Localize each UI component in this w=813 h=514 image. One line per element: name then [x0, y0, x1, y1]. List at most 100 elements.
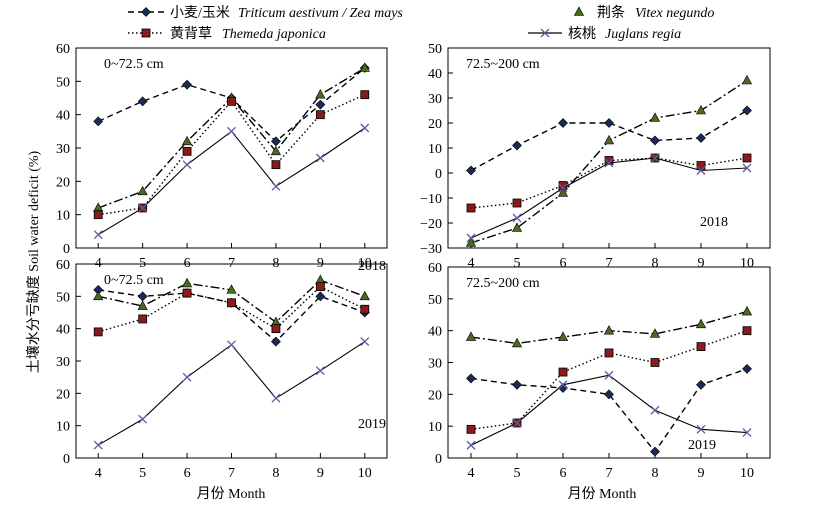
series-juglans-point-1 — [512, 418, 522, 428]
panel-2019-0-72-5cm: 0 10 20 30 40 50 60 4 5 6 7 8 9 10 0~72.5 cm 2019 — [56, 258, 388, 481]
x-tick-label: 5 — [514, 466, 521, 481]
series-wheat-maize-point-5 — [315, 99, 326, 110]
series-vitex-point-1 — [511, 337, 523, 348]
series-themeda-point-4 — [271, 160, 281, 170]
series-juglans-point-6 — [742, 163, 752, 173]
series-vitex-point-2 — [181, 277, 193, 288]
series-vitex-point-3 — [603, 134, 615, 145]
series-themeda-point-5 — [315, 110, 325, 120]
series-vitex-point-1 — [137, 300, 148, 310]
legend-item-themeda: 黄背草 Themeda japonica — [128, 25, 326, 42]
series-themeda-point-1 — [512, 198, 522, 208]
series-vitex-point-6 — [359, 62, 370, 72]
x-tick-label: 5 — [139, 466, 146, 481]
y-tick-label: 30 — [56, 142, 70, 157]
legend-label-latin-wheat-maize: Triticum aestivum / Zea mays — [238, 6, 403, 21]
series-vitex-point-5 — [695, 318, 707, 329]
series-juglans-point-3 — [227, 126, 236, 136]
x-tick-label: 8 — [652, 466, 659, 481]
series-themeda-point-2 — [558, 367, 568, 377]
series-juglans-point-1 — [138, 414, 148, 424]
panel-2019-72-5-200cm: 0 10 20 30 40 50 60 4 5 6 7 8 9 10 72.5~200 cm 2019 — [428, 261, 771, 481]
series-themeda-point-5 — [315, 282, 325, 292]
series-wheat-maize-point-5 — [696, 379, 706, 390]
series-juglans-point-6 — [360, 337, 370, 347]
legend-item-vitex: 荆条 Vitex negundo — [573, 4, 714, 21]
y-tick-label: 0 — [435, 452, 442, 467]
legend-marker-juglans-point-0 — [540, 28, 550, 38]
series-juglans-point-0 — [466, 233, 476, 243]
series-wheat-maize-point-6 — [742, 363, 752, 374]
series-wheat-maize-point-2 — [558, 383, 568, 393]
legend: 小麦/玉米 Triticum aestivum / Zea mays 荆条 Vi… — [128, 4, 714, 42]
x-tick-label: 4 — [95, 466, 102, 481]
series-juglans-point-5 — [315, 366, 325, 376]
series-wheat-maize-point-0 — [466, 165, 476, 176]
plot-frame — [447, 266, 771, 459]
series-juglans-point-4 — [650, 405, 660, 415]
series-line-themeda — [470, 157, 748, 209]
panel-2018-72-5-200cm: −30 −20 −10 0 10 20 30 40 50 4 5 6 7 8 9 10 72.5~200 cm 2… — [420, 42, 771, 271]
series-juglans-point-5 — [696, 424, 706, 434]
series-juglans-point-2 — [182, 160, 192, 170]
y-tick-label: 60 — [56, 258, 70, 273]
y-tick-label: 40 — [428, 325, 442, 340]
depth-label: 0~72.5 cm — [104, 273, 164, 288]
year-label: 2018 — [358, 259, 386, 274]
series-vitex-point-6 — [741, 305, 753, 316]
series-wheat-maize-point-1 — [512, 140, 522, 151]
series-vitex-point-0 — [93, 290, 104, 301]
series-wheat-maize-point-4 — [650, 446, 660, 457]
y-tick-label: 20 — [428, 117, 442, 132]
series-themeda-point-6 — [360, 90, 370, 100]
y-tick-label: 30 — [56, 355, 70, 370]
series-themeda-point-6 — [742, 153, 752, 163]
series-themeda-point-3 — [227, 298, 236, 308]
y-tick-label: −20 — [420, 217, 442, 232]
series-juglans-point-1 — [512, 213, 522, 223]
y-tick-label: 50 — [428, 42, 442, 57]
legend-label-latin-themeda: Themeda japonica — [222, 27, 326, 42]
series-wheat-maize-point-5 — [315, 291, 326, 302]
series-wheat-maize-point-5 — [696, 133, 706, 143]
x-tick-label: 6 — [184, 466, 191, 481]
series-vitex-point-6 — [359, 290, 370, 301]
series-vitex-point-1 — [137, 185, 148, 196]
depth-label: 72.5~200 cm — [466, 57, 540, 72]
legend-label-cn-vitex: 荆条 — [597, 4, 625, 21]
series-themeda-point-6 — [360, 304, 370, 314]
series-vitex-point-2 — [557, 187, 569, 197]
x-tick-label: 5 — [514, 256, 521, 271]
series-vitex-point-1 — [511, 222, 523, 232]
y-tick-label: 40 — [56, 109, 70, 124]
series-themeda-point-0 — [466, 203, 476, 213]
series-vitex-point-4 — [270, 145, 282, 156]
series-wheat-maize-point-0 — [93, 116, 104, 127]
legend-item-juglans: 核桃 Juglans regia — [528, 26, 681, 42]
legend-label-cn-juglans: 核桃 — [568, 26, 596, 42]
x-tick-label: 7 — [606, 466, 613, 481]
series-line-vitex — [97, 67, 366, 209]
series-line-juglans — [97, 127, 366, 236]
series-wheat-maize-point-1 — [512, 379, 522, 390]
series-juglans-point-5 — [696, 166, 706, 175]
y-tick-label: −10 — [420, 192, 442, 207]
series-juglans-point-4 — [650, 153, 660, 163]
series-themeda-point-3 — [227, 96, 236, 106]
y-tick-label: 10 — [428, 142, 442, 157]
y-tick-label: 20 — [428, 388, 442, 403]
year-label: 2019 — [358, 417, 386, 432]
x-tick-label: 4 — [468, 256, 475, 271]
series-juglans-point-6 — [742, 428, 752, 437]
depth-label: 0~72.5 cm — [104, 57, 164, 72]
series-juglans-point-0 — [93, 440, 103, 450]
legend-label-latin-vitex: Vitex negundo — [635, 6, 714, 21]
series-themeda-point-5 — [696, 342, 706, 351]
series-vitex-point-5 — [315, 89, 326, 99]
plot-frame — [75, 47, 388, 249]
series-vitex-point-0 — [465, 331, 477, 341]
series-themeda-point-0 — [466, 424, 476, 434]
series-juglans-point-4 — [271, 181, 281, 191]
series-juglans-point-2 — [558, 380, 568, 390]
series-themeda-point-2 — [182, 146, 192, 156]
